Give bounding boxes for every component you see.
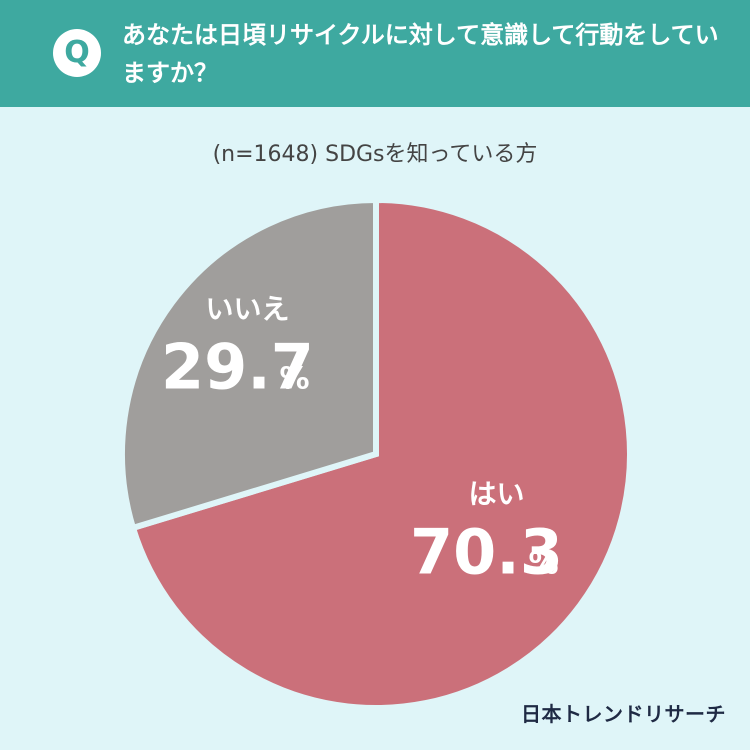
q-badge-icon: Q bbox=[53, 29, 101, 77]
slice-category-label-no: いいえ bbox=[205, 293, 289, 326]
slice-category-label-yes: はい bbox=[469, 477, 525, 510]
slice-unit-label-no: % bbox=[279, 362, 309, 397]
brand-logo: 日本トレンドリサーチ bbox=[521, 702, 726, 726]
slice-value-label-yes: 70.3 bbox=[410, 515, 563, 588]
question-header: Q あなたは日頃リサイクルに対して意識して行動をしていますか？ bbox=[0, 0, 750, 107]
question-text: あなたは日頃リサイクルに対して意識して行動をしていますか？ bbox=[122, 21, 719, 87]
slice-value-label-no: 29.7 bbox=[161, 331, 314, 404]
pie-slice-no bbox=[119, 196, 379, 532]
slice-unit-label-yes: % bbox=[529, 546, 559, 581]
pie-slice-yes bbox=[129, 196, 633, 711]
sample-subtitle: (n=1648) SDGsを知っている方 bbox=[212, 142, 538, 167]
